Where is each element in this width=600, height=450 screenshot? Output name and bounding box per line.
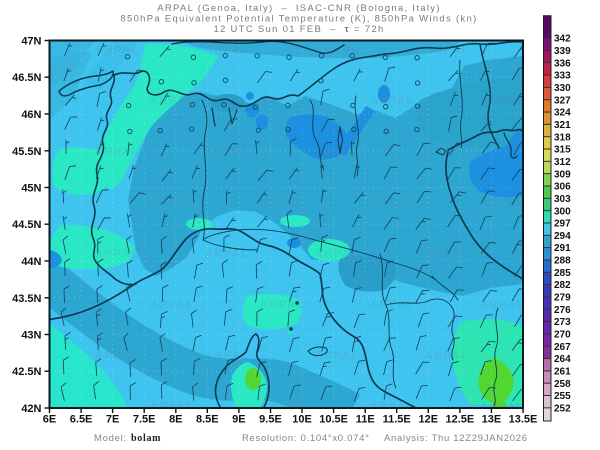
svg-text:ARPAL: ARPAL xyxy=(425,146,470,158)
svg-text:309: 309 xyxy=(554,169,571,180)
svg-text:255: 255 xyxy=(554,391,571,402)
svg-text:ARPAL: ARPAL xyxy=(425,350,470,362)
svg-text:270: 270 xyxy=(554,330,571,341)
svg-text:342: 342 xyxy=(554,34,571,45)
svg-text:279: 279 xyxy=(554,293,571,304)
svg-text:333: 333 xyxy=(554,71,571,82)
svg-text:11.5E: 11.5E xyxy=(383,414,411,426)
svg-text:315: 315 xyxy=(554,145,571,156)
svg-text:261: 261 xyxy=(554,366,571,377)
svg-text:ARPAL: ARPAL xyxy=(150,401,195,413)
svg-text:44.5N: 44.5N xyxy=(12,219,41,231)
svg-text:297: 297 xyxy=(554,219,571,230)
svg-text:267: 267 xyxy=(554,342,571,353)
svg-text:43.5N: 43.5N xyxy=(12,293,41,305)
svg-text:ARPAL: ARPAL xyxy=(480,299,525,311)
svg-text:42N: 42N xyxy=(21,403,41,415)
svg-text:8.5E: 8.5E xyxy=(196,414,219,426)
svg-text:294: 294 xyxy=(554,231,571,242)
svg-text:11E: 11E xyxy=(356,414,375,426)
svg-text:288: 288 xyxy=(554,256,571,267)
svg-text:303: 303 xyxy=(554,194,571,205)
svg-text:Resolution: 0.104°x0.074°: Resolution: 0.104°x0.074° xyxy=(242,433,370,444)
svg-text:Model:: Model: xyxy=(94,433,127,444)
svg-text:327: 327 xyxy=(554,95,571,106)
svg-text:10.5E: 10.5E xyxy=(319,414,348,426)
svg-text:12.5E: 12.5E xyxy=(446,414,475,426)
svg-text:291: 291 xyxy=(554,243,571,254)
svg-text:ARPAL: ARPAL xyxy=(480,401,525,413)
svg-text:850hPa Equivalent Potential Te: 850hPa Equivalent Potential Temperature … xyxy=(120,14,477,25)
svg-text:46.5N: 46.5N xyxy=(12,72,41,84)
svg-text:321: 321 xyxy=(554,120,571,131)
svg-text:13.5E: 13.5E xyxy=(509,414,538,426)
svg-text:ARPAL: ARPAL xyxy=(150,197,195,209)
svg-text:264: 264 xyxy=(554,354,571,365)
svg-text:258: 258 xyxy=(554,379,571,390)
svg-text:Analysis: Thu 12Z29JAN2026: Analysis: Thu 12Z29JAN2026 xyxy=(384,433,528,444)
svg-text:312: 312 xyxy=(554,157,571,168)
svg-text:282: 282 xyxy=(554,280,571,291)
svg-text:13E: 13E xyxy=(482,414,502,426)
svg-text:330: 330 xyxy=(554,83,571,94)
svg-text:6E: 6E xyxy=(43,414,56,426)
svg-text:ARPAL: ARPAL xyxy=(95,248,140,260)
svg-text:10E: 10E xyxy=(292,414,312,426)
svg-text:ARPAL: ARPAL xyxy=(205,146,250,158)
svg-text:6.5E: 6.5E xyxy=(70,414,93,426)
svg-text:ARPAL (Genoa, Italy) – ISAC-: ARPAL (Genoa, Italy) – ISAC-CNR (Bologna… xyxy=(157,3,441,14)
svg-text:7.5E: 7.5E xyxy=(133,414,156,426)
svg-text:ARPAL: ARPAL xyxy=(150,95,195,107)
svg-text:252: 252 xyxy=(554,403,571,414)
svg-text:324: 324 xyxy=(554,108,571,119)
svg-text:42.5N: 42.5N xyxy=(12,366,41,378)
svg-text:ARPAL: ARPAL xyxy=(370,197,415,209)
svg-text:45.5N: 45.5N xyxy=(12,146,41,158)
svg-text:ARPAL: ARPAL xyxy=(315,248,360,260)
svg-text:ARPAL: ARPAL xyxy=(480,197,525,209)
svg-text:ARPAL: ARPAL xyxy=(370,95,415,107)
svg-text:ARPAL: ARPAL xyxy=(260,197,305,209)
svg-text:276: 276 xyxy=(554,305,571,316)
svg-text:ARPAL: ARPAL xyxy=(370,401,415,413)
svg-text:ARPAL: ARPAL xyxy=(370,299,415,311)
svg-text:ARPAL: ARPAL xyxy=(425,248,470,260)
svg-text:ARPAL: ARPAL xyxy=(480,95,525,107)
svg-text:285: 285 xyxy=(554,268,571,279)
svg-text:ARPAL: ARPAL xyxy=(205,350,250,362)
svg-text:45N: 45N xyxy=(21,183,41,195)
svg-text:12E: 12E xyxy=(419,414,439,426)
svg-text:12 UTC Sun 01 FEB – τ = 72h: 12 UTC Sun 01 FEB – τ = 72h xyxy=(213,24,384,35)
svg-text:8E: 8E xyxy=(169,414,182,426)
svg-text:ARPAL: ARPAL xyxy=(315,350,360,362)
svg-text:ARPAL: ARPAL xyxy=(260,299,305,311)
svg-text:47N: 47N xyxy=(21,36,41,48)
svg-text:ARPAL: ARPAL xyxy=(95,44,140,56)
svg-text:43N: 43N xyxy=(21,330,41,342)
svg-text:ARPAL: ARPAL xyxy=(260,401,305,413)
svg-text:339: 339 xyxy=(554,46,571,57)
svg-text:46N: 46N xyxy=(21,109,41,121)
svg-text:300: 300 xyxy=(554,206,571,217)
svg-text:336: 336 xyxy=(554,58,571,69)
svg-text:318: 318 xyxy=(554,132,571,143)
svg-text:9E: 9E xyxy=(232,414,245,426)
svg-text:9.5E: 9.5E xyxy=(259,414,282,426)
svg-text:bolam: bolam xyxy=(131,433,161,444)
svg-text:7E: 7E xyxy=(106,414,119,426)
svg-text:ARPAL: ARPAL xyxy=(205,248,250,260)
svg-text:306: 306 xyxy=(554,182,571,193)
svg-text:273: 273 xyxy=(554,317,571,328)
svg-text:ARPAL: ARPAL xyxy=(205,44,250,56)
svg-text:44N: 44N xyxy=(21,256,41,268)
svg-text:ARPAL: ARPAL xyxy=(315,146,360,158)
svg-text:ARPAL: ARPAL xyxy=(150,299,195,311)
svg-text:ARPAL: ARPAL xyxy=(95,350,140,362)
